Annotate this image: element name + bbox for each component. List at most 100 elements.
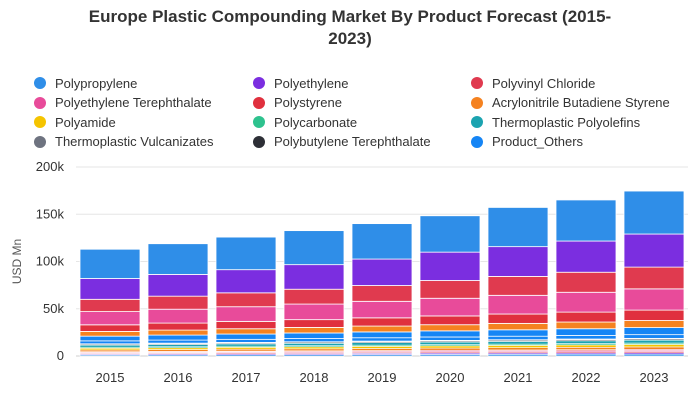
bar-segment[interactable] (623, 339, 685, 344)
bar-segment[interactable] (487, 341, 549, 345)
bar-segment[interactable] (623, 266, 685, 290)
bar-segment[interactable] (215, 339, 277, 343)
bar-segment[interactable] (351, 317, 413, 327)
bar-segment[interactable] (419, 251, 481, 281)
bar-segment[interactable] (555, 321, 617, 330)
bar-segment[interactable] (419, 280, 481, 299)
bar-segment[interactable] (623, 309, 685, 321)
bar-segment[interactable] (487, 246, 549, 277)
bar-segment[interactable] (79, 324, 141, 332)
bar-segment[interactable] (351, 342, 413, 346)
bar-segment[interactable] (555, 335, 617, 340)
bar-segment[interactable] (79, 344, 141, 348)
bar-segment[interactable] (351, 223, 413, 260)
legend-item[interactable]: Polyvinyl Chloride (471, 74, 595, 92)
bar-segment[interactable] (283, 230, 345, 266)
bar-segment[interactable] (147, 308, 209, 324)
legend-item[interactable]: Polyamide (34, 113, 116, 131)
bar-segment[interactable] (147, 274, 209, 297)
bar-segment[interactable] (419, 345, 481, 349)
bar-segment[interactable] (623, 288, 685, 311)
bar-segment[interactable] (79, 298, 141, 312)
bar-segment[interactable] (283, 327, 345, 334)
bar-segment[interactable] (283, 338, 345, 342)
bar-segment[interactable] (487, 276, 549, 296)
bar-segment[interactable] (555, 344, 617, 348)
bar-segment[interactable] (79, 248, 141, 279)
bar-segment[interactable] (147, 334, 209, 341)
legend-item[interactable]: Product_Others (471, 133, 583, 151)
bar-segment[interactable] (351, 348, 413, 351)
bar-segment[interactable] (147, 295, 209, 310)
bar-segment[interactable] (623, 344, 685, 348)
bar-segment[interactable] (555, 340, 617, 344)
bar-segment[interactable] (79, 331, 141, 337)
bar-segment[interactable] (147, 344, 209, 347)
bar-segment[interactable] (351, 346, 413, 349)
bar-segment[interactable] (79, 340, 141, 345)
bar-segment[interactable] (419, 315, 481, 326)
bar-segment[interactable] (487, 335, 549, 340)
bar-segment[interactable] (215, 236, 277, 271)
bar-segment[interactable] (283, 332, 345, 339)
bar-segment[interactable] (283, 342, 345, 346)
bar-segment[interactable] (555, 291, 617, 313)
bar-segment[interactable] (487, 207, 549, 248)
bar-segment[interactable] (419, 215, 481, 253)
bar-segment[interactable] (555, 347, 617, 350)
bar-segment[interactable] (215, 320, 277, 330)
bar-segment[interactable] (623, 334, 685, 339)
bar-segment[interactable] (487, 329, 549, 337)
bar-segment[interactable] (623, 190, 685, 235)
bar-segment[interactable] (555, 328, 617, 336)
legend-item[interactable]: Polyethylene Terephthalate (34, 94, 212, 112)
bar-segment[interactable] (419, 324, 481, 332)
bar-segment[interactable] (487, 322, 549, 331)
bar-segment[interactable] (351, 285, 413, 302)
legend-item[interactable]: Acrylonitrile Butadiene Styrene (471, 94, 670, 112)
legend-item[interactable]: Polyethylene (253, 74, 348, 92)
bar-segment[interactable] (147, 243, 209, 275)
bar-segment[interactable] (555, 311, 617, 323)
bar-segment[interactable] (351, 331, 413, 339)
legend-item[interactable]: Polypropylene (34, 74, 137, 92)
bar-segment[interactable] (623, 320, 685, 328)
bar-segment[interactable] (487, 345, 549, 348)
bar-segment[interactable] (283, 303, 345, 321)
bar-segment[interactable] (215, 333, 277, 340)
bar-segment[interactable] (419, 297, 481, 317)
bar-segment[interactable] (215, 292, 277, 308)
bar-segment[interactable] (351, 258, 413, 286)
bar-segment[interactable] (283, 319, 345, 328)
bar-segment[interactable] (351, 337, 413, 342)
bar-segment[interactable] (79, 335, 141, 342)
bar-segment[interactable] (555, 271, 617, 293)
legend-item[interactable]: Polybutylene Terephthalate (253, 133, 431, 151)
bar-segment[interactable] (487, 313, 549, 324)
bar-segment[interactable] (215, 306, 277, 322)
bar-segment[interactable] (147, 339, 209, 344)
bar-segment[interactable] (419, 341, 481, 345)
bar-segment[interactable] (555, 240, 617, 273)
bar-segment[interactable] (419, 336, 481, 341)
bar-segment[interactable] (555, 199, 617, 242)
bar-segment[interactable] (215, 343, 277, 347)
bar-segment[interactable] (147, 329, 209, 336)
bar-segment[interactable] (623, 327, 685, 336)
bar-segment[interactable] (79, 311, 141, 326)
bar-segment[interactable] (419, 330, 481, 338)
bar-segment[interactable] (487, 347, 549, 351)
bar-segment[interactable] (147, 322, 209, 331)
legend-item[interactable]: Thermoplastic Polyolefins (471, 113, 640, 131)
bar-segment[interactable] (623, 233, 685, 268)
bar-segment[interactable] (623, 346, 685, 350)
bar-segment[interactable] (283, 288, 345, 305)
legend-item[interactable]: Polystyrene (253, 94, 342, 112)
legend-item[interactable]: Polycarbonate (253, 113, 357, 131)
bar-segment[interactable] (283, 264, 345, 290)
bar-segment[interactable] (79, 278, 141, 300)
bar-segment[interactable] (419, 347, 481, 351)
bar-segment[interactable] (351, 300, 413, 319)
bar-segment[interactable] (215, 269, 277, 294)
bar-segment[interactable] (351, 325, 413, 333)
